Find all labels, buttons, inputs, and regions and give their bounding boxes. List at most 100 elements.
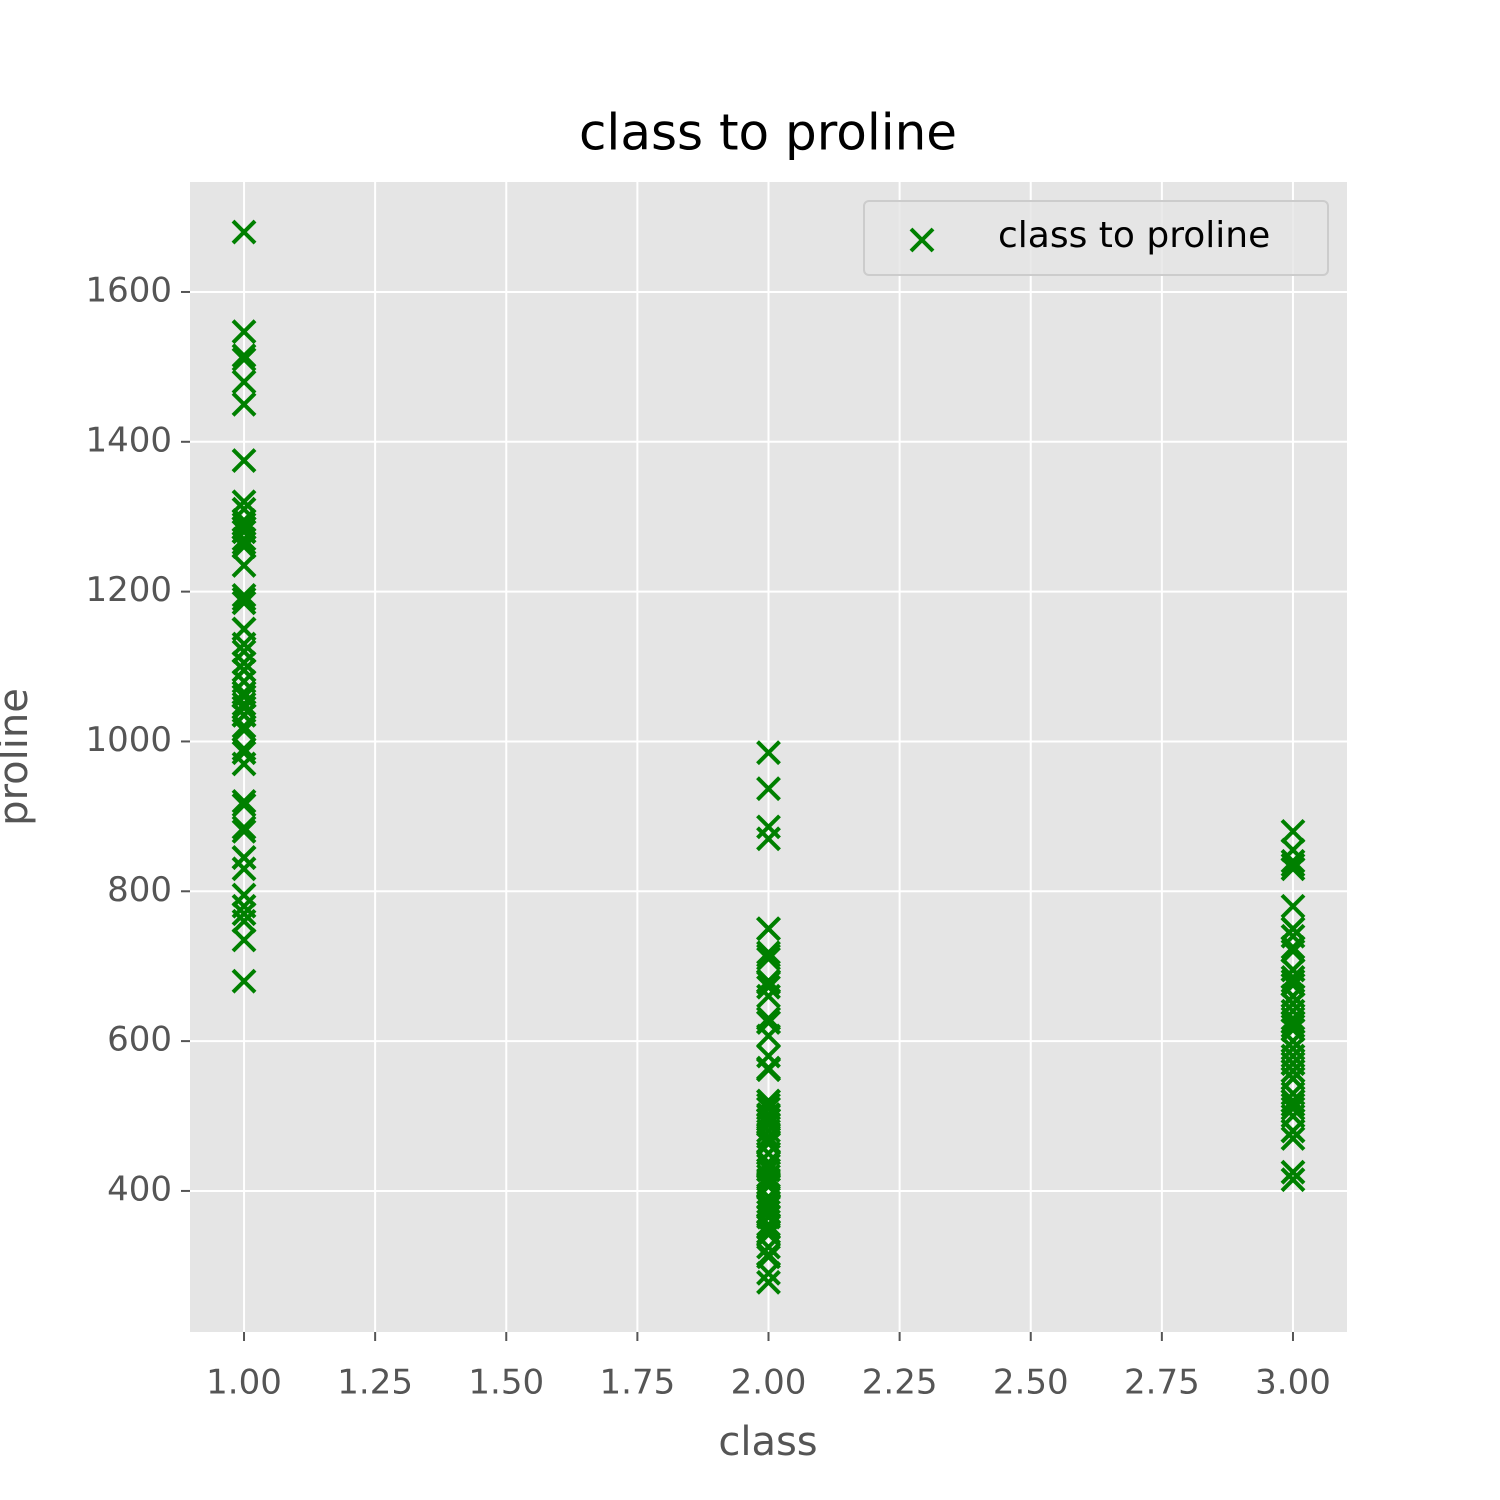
x-tick-label: 1.75 — [600, 1363, 676, 1403]
marker — [1280, 1159, 1306, 1185]
marker — [231, 639, 257, 664]
y-tick-label: 1200 — [85, 570, 172, 610]
marker — [1280, 1051, 1306, 1076]
marker — [231, 740, 257, 766]
marker — [756, 1221, 781, 1247]
marker — [756, 1153, 781, 1178]
marker — [1280, 856, 1306, 882]
marker — [756, 1195, 781, 1220]
marker — [231, 219, 257, 245]
marker — [756, 1043, 781, 1069]
marker — [231, 496, 257, 522]
marker — [756, 814, 781, 840]
grid: 1.00 1.25 1.50 1.75 2.00 2.25 2.50 2.75 3.00 400 6… — [85, 182, 1347, 1403]
marker — [231, 680, 257, 706]
marker — [1280, 1092, 1306, 1118]
marker — [756, 1088, 781, 1114]
y-tick-label: 1000 — [85, 720, 172, 760]
marker — [231, 968, 257, 994]
marker — [756, 968, 781, 994]
marker — [231, 586, 257, 612]
legend-marker — [909, 227, 935, 253]
marker — [1280, 848, 1306, 874]
x-tick-label: 2.75 — [1124, 1363, 1200, 1403]
marker — [1280, 1058, 1306, 1084]
y-tick-label: 400 — [107, 1169, 172, 1209]
x-tick-label: 2.25 — [862, 1363, 938, 1403]
x-tick-label: 3.00 — [1255, 1363, 1331, 1403]
y-axis-label: proline — [0, 688, 37, 826]
marker — [231, 691, 257, 717]
marker — [1280, 916, 1306, 942]
marker — [231, 845, 257, 870]
marker — [1280, 852, 1306, 878]
marker — [231, 346, 257, 372]
y-tick-label: 1400 — [85, 420, 172, 460]
marker — [231, 751, 257, 777]
marker — [756, 776, 781, 802]
marker — [756, 1244, 781, 1270]
marker — [756, 974, 781, 1000]
marker — [231, 552, 257, 578]
y-tick-label: 800 — [107, 870, 172, 910]
marker — [231, 788, 257, 814]
marker — [231, 582, 257, 608]
marker — [231, 702, 257, 728]
marker — [756, 940, 781, 966]
marker — [1280, 893, 1306, 919]
marker — [756, 916, 781, 942]
marker — [231, 908, 257, 934]
marker — [756, 1173, 781, 1199]
marker — [231, 927, 257, 953]
marker — [1280, 1118, 1306, 1144]
marker — [1280, 965, 1306, 990]
marker — [756, 1009, 781, 1035]
marker — [231, 818, 257, 844]
marker — [756, 1214, 781, 1240]
marker — [231, 792, 257, 818]
marker — [756, 1269, 781, 1295]
x-tick-label: 2.00 — [731, 1363, 807, 1403]
marker — [1280, 1009, 1306, 1035]
marker — [1280, 991, 1306, 1017]
marker — [231, 391, 257, 417]
marker — [231, 590, 257, 616]
marker — [1280, 1096, 1306, 1121]
y-tick-label: 600 — [107, 1020, 172, 1060]
chart-title: class to proline — [579, 104, 957, 162]
legend-label: class to proline — [998, 215, 1270, 256]
marker — [756, 943, 781, 969]
marker — [231, 526, 257, 552]
y-tick-label: 1600 — [85, 270, 172, 310]
marks — [231, 219, 1306, 1295]
marker — [1280, 1088, 1306, 1114]
marker — [1280, 1017, 1306, 1043]
marker — [756, 740, 781, 766]
marker — [231, 882, 257, 908]
marker — [231, 319, 257, 345]
marker — [1280, 923, 1306, 949]
x-tick-label: 2.50 — [993, 1363, 1069, 1403]
marker — [1280, 935, 1306, 960]
x-tick-label: 1.50 — [468, 1363, 544, 1403]
legend-box — [863, 200, 1329, 276]
marker — [1280, 957, 1306, 983]
marker — [231, 534, 257, 560]
marker — [231, 901, 257, 927]
x-tick-label: 1.25 — [337, 1363, 413, 1403]
legend: class to proline — [863, 200, 1329, 276]
marker — [231, 815, 257, 841]
marker — [1280, 1126, 1306, 1151]
marker — [1280, 1013, 1306, 1039]
marker — [231, 369, 257, 395]
marker — [231, 714, 257, 739]
x-tick-label: 1.00 — [206, 1363, 282, 1403]
marker — [231, 616, 257, 642]
marker — [756, 1107, 781, 1133]
marker — [756, 946, 781, 972]
marker — [231, 657, 257, 683]
marker — [1280, 983, 1306, 1009]
marker — [756, 1129, 781, 1154]
marker — [231, 650, 257, 676]
marker — [231, 684, 257, 709]
